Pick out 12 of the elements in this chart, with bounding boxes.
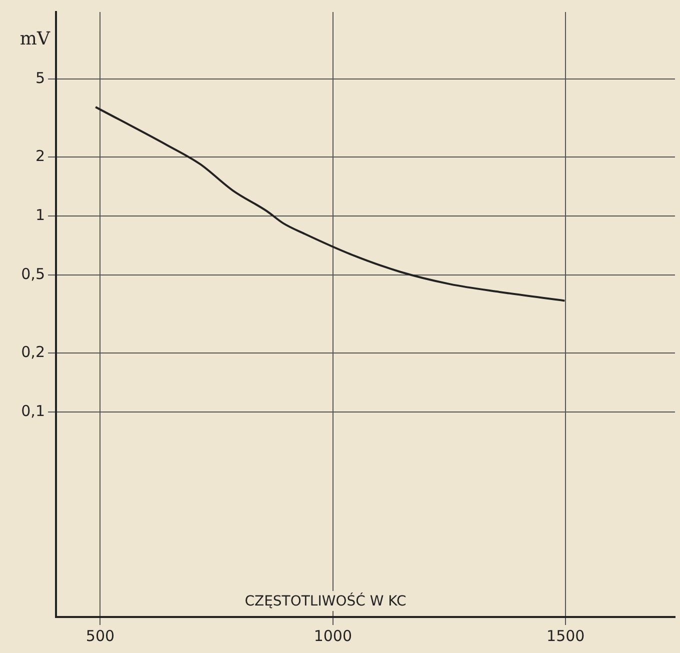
y-tick-label: 2 (35, 146, 45, 165)
x-axis-title: CZĘSTOTLIWOŚĆ W KC (244, 592, 407, 610)
y-tick-label: 5 (35, 68, 45, 87)
y-tick-label: 0,2 (21, 342, 45, 361)
y-tick-label: 1 (35, 206, 45, 224)
x-tick-label: 500 (86, 626, 115, 645)
y-tick-label: 0,1 (21, 402, 45, 420)
x-tick-label: 1000 (314, 626, 352, 645)
y-tick-label: 0,5 (21, 264, 45, 283)
y-axis-title: mV (20, 28, 51, 50)
line-series (94, 106, 566, 302)
x-tick-label: 1500 (546, 626, 585, 645)
